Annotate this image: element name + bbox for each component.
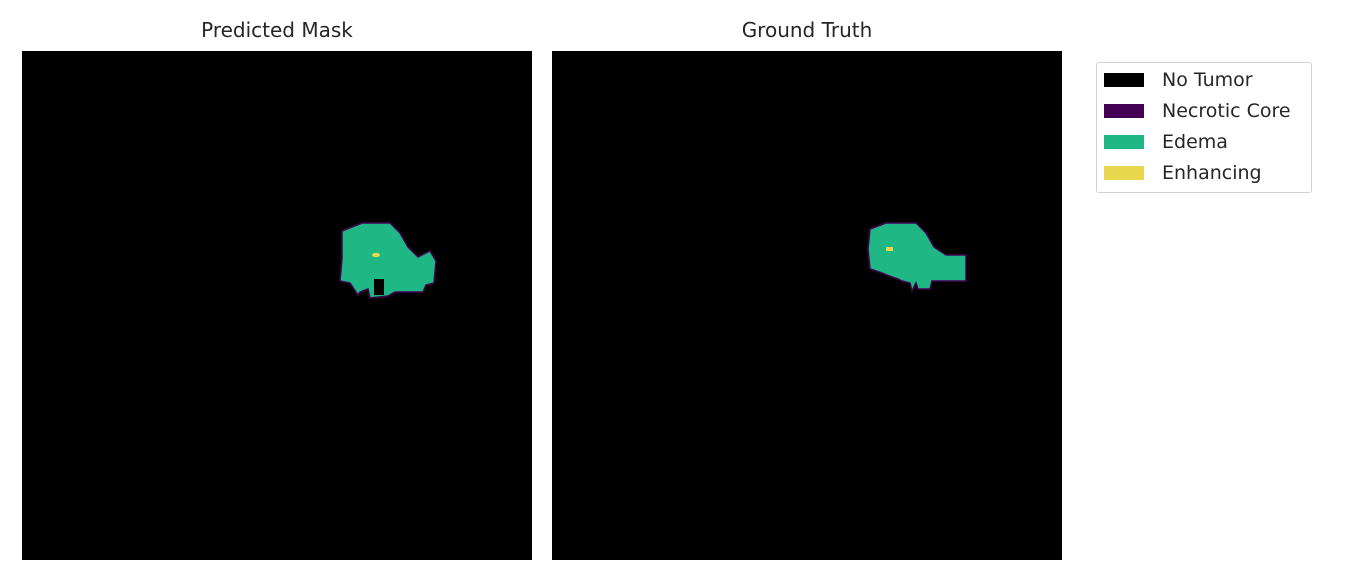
legend-swatch-no-tumor [1104, 73, 1144, 87]
predicted-mask-image [22, 51, 532, 560]
legend-label-edema: Edema [1162, 131, 1228, 153]
legend-swatch-necrotic-core [1104, 104, 1144, 118]
legend-label-enhancing: Enhancing [1162, 162, 1262, 184]
ground-truth-enhancing-spot [886, 247, 893, 251]
legend-item-no-tumor: No Tumor [1104, 67, 1253, 93]
legend-label-necrotic-core: Necrotic Core [1162, 100, 1291, 122]
legend-item-edema: Edema [1104, 129, 1228, 155]
legend-item-necrotic-core: Necrotic Core [1104, 98, 1291, 124]
legend-label-no-tumor: No Tumor [1162, 69, 1253, 91]
predicted-mask-title: Predicted Mask [201, 18, 353, 42]
ground-truth-title: Ground Truth [741, 18, 873, 42]
ground-truth-svg [867, 222, 967, 294]
legend-swatch-enhancing [1104, 166, 1144, 180]
legend-item-enhancing: Enhancing [1104, 160, 1262, 186]
legend-swatch-edema [1104, 135, 1144, 149]
predicted-edema-region [339, 222, 437, 299]
predicted-mask-svg [339, 222, 437, 299]
predicted-enhancing-spot [372, 252, 380, 258]
ground-truth-image [552, 51, 1062, 560]
legend: No Tumor Necrotic Core Edema Enhancing [1096, 62, 1312, 193]
predicted-hole [374, 279, 384, 295]
ground-truth-edema-region [867, 222, 967, 294]
